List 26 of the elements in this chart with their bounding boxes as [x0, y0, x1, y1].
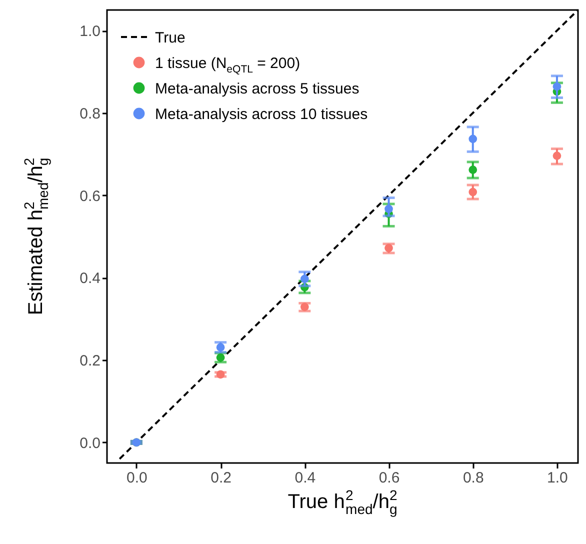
y-tick-label: 1.0	[80, 23, 100, 40]
point	[468, 188, 478, 196]
x-tick-label: 0.6	[378, 470, 400, 486]
point	[552, 82, 562, 91]
point	[300, 274, 309, 284]
legend-label: Meta-analysis across 10 tissues	[155, 106, 368, 123]
legend-label: Meta-analysis across 5 tissues	[155, 80, 360, 98]
y-tick-label: 0.0	[80, 434, 100, 452]
x-tick-label: 0.0	[126, 470, 148, 486]
point	[552, 152, 562, 160]
point	[468, 166, 478, 174]
x-tick-label: 0.4	[294, 470, 316, 486]
point	[384, 204, 393, 214]
legend-label: True	[155, 30, 186, 46]
x-tick-label: 1.0	[547, 470, 568, 486]
point	[216, 370, 225, 379]
y-tick-label: 0.8	[80, 105, 100, 122]
y-tick-label: 0.6	[80, 188, 100, 205]
point	[216, 353, 225, 362]
y-axis-title: Estimated h2med/h2g	[21, 158, 51, 316]
x-tick-label: 0.8	[462, 470, 484, 486]
y-tick-label: 0.2	[80, 352, 100, 370]
x-tick-label: 0.2	[210, 470, 232, 486]
y-tick-label: 0.4	[80, 270, 100, 288]
point	[216, 343, 225, 352]
point	[468, 134, 478, 144]
